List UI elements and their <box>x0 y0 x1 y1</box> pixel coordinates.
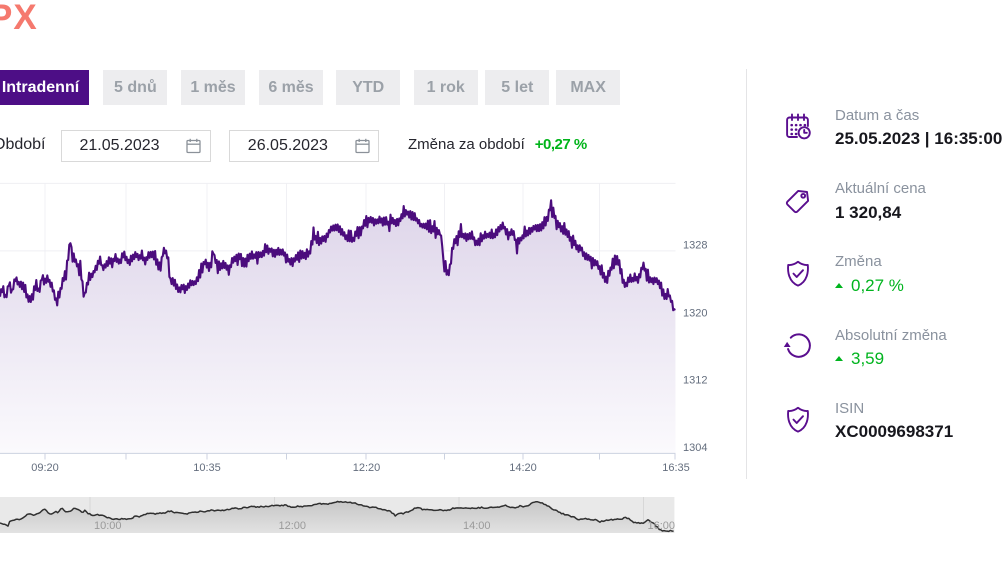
svg-text:12:20: 12:20 <box>353 462 381 474</box>
svg-text:16:00: 16:00 <box>648 520 676 532</box>
svg-text:10:35: 10:35 <box>193 462 221 474</box>
svg-text:14:00: 14:00 <box>463 520 491 532</box>
svg-text:10:00: 10:00 <box>94 520 122 532</box>
svg-text:1304: 1304 <box>683 442 707 454</box>
svg-text:1320: 1320 <box>683 308 707 320</box>
svg-text:1312: 1312 <box>683 375 707 387</box>
svg-text:09:20: 09:20 <box>31 462 59 474</box>
svg-text:14:20: 14:20 <box>509 462 537 474</box>
svg-text:16:35: 16:35 <box>662 462 690 474</box>
svg-text:12:00: 12:00 <box>279 520 307 532</box>
svg-text:1328: 1328 <box>683 239 707 251</box>
